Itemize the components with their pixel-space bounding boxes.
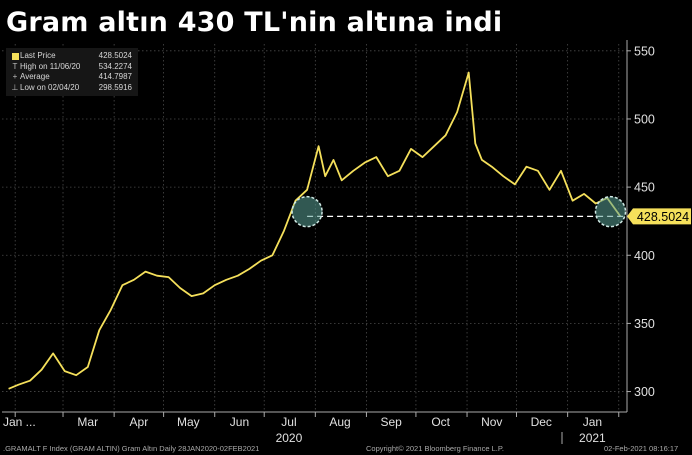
legend-item-high: T High on 11/06/20 534.2274: [10, 62, 132, 73]
legend-value: 534.2274: [98, 61, 132, 71]
grid: [2, 44, 627, 412]
footer-copyright: Copyright© 2021 Bloomberg Finance L.P.: [366, 444, 504, 453]
y-tick-label: 500: [634, 112, 655, 126]
last-price-tag: [627, 208, 691, 225]
legend-item-average: + Average 414.7987: [10, 72, 132, 83]
x-tick-label: Jan: [583, 415, 602, 429]
y-tick-label: 300: [634, 385, 655, 399]
legend-label: High on 11/06/20: [20, 61, 81, 71]
y-tick-label: 350: [634, 317, 655, 331]
x-tick-label: Nov: [481, 415, 502, 429]
x-tick-label: Dec: [531, 415, 552, 429]
footer-timestamp: 02-Feb-2021 08:16:17: [604, 444, 679, 453]
footer-source: .GRAMALT F Index (GRAM ALTIN) Gram Altın…: [3, 444, 260, 453]
legend-item-last-price: Last Price 428.5024: [10, 51, 132, 62]
y-tick-label: 550: [634, 44, 655, 58]
x-tick-label: Jun: [230, 415, 249, 429]
year-label: 2021: [579, 431, 606, 445]
y-axis: 300 350 400 450 500 550 428.5024: [626, 40, 691, 412]
legend: Last Price 428.5024 T High on 11/06/20 5…: [6, 48, 138, 96]
highlight-circle: [291, 195, 323, 228]
last-price-tag-label: 428.5024: [637, 210, 689, 224]
x-tick-label: Sep: [381, 415, 403, 429]
x-tick-label: Jan ...: [3, 415, 36, 429]
x-tick-label: Mar: [77, 415, 98, 429]
legend-value: 414.7987: [98, 72, 132, 81]
x-tick-label: Aug: [329, 415, 350, 429]
legend-label: Average: [20, 72, 50, 81]
highlight-circle: [594, 195, 627, 228]
low-marker-icon: ⊥: [11, 82, 19, 92]
legend-label: Last Price: [20, 51, 56, 60]
y-tick-label: 450: [634, 181, 655, 195]
x-tick-label: May: [177, 415, 200, 429]
legend-label: Low on 02/04/20: [20, 82, 80, 92]
legend-value: 428.5024: [98, 51, 132, 60]
x-tick-label: Apr: [130, 415, 149, 429]
y-tick-label: 400: [634, 249, 655, 263]
last-price-swatch: [11, 52, 19, 60]
x-tick-label: Jul: [281, 415, 296, 429]
average-marker-icon: +: [12, 72, 18, 81]
x-tick-label: Oct: [431, 415, 450, 429]
page-title: Gram altın 430 TL'nin altına indi: [6, 7, 503, 38]
year-label: 2020: [276, 431, 303, 445]
plot-area: [8, 71, 627, 390]
high-marker-icon: T: [12, 61, 18, 71]
legend-item-low: ⊥ Low on 02/04/20 298.5916: [10, 83, 132, 94]
price-line: [8, 71, 622, 390]
x-axis: Jan ... Mar Apr May Jun Jul Aug Sep Oct Nov Dec Jan…: [2, 411, 627, 445]
legend-value: 298.5916: [98, 82, 132, 92]
